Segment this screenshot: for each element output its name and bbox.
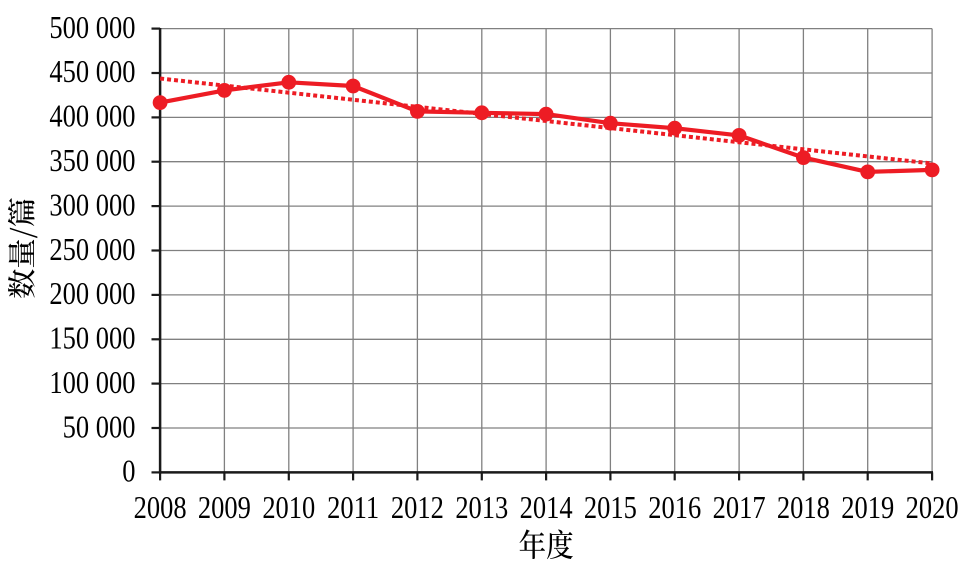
svg-text:2013: 2013 — [455, 491, 508, 526]
svg-text:2020: 2020 — [906, 491, 959, 526]
svg-text:0: 0 — [122, 455, 135, 490]
svg-text:200 000: 200 000 — [49, 277, 135, 312]
svg-text:2018: 2018 — [777, 491, 830, 526]
svg-text:300 000: 300 000 — [49, 188, 135, 223]
svg-text:2012: 2012 — [391, 491, 444, 526]
svg-text:150 000: 150 000 — [49, 321, 135, 356]
svg-text:2017: 2017 — [713, 491, 766, 526]
svg-text:2014: 2014 — [520, 491, 573, 526]
svg-text:2016: 2016 — [648, 491, 701, 526]
svg-text:400 000: 400 000 — [49, 100, 135, 135]
svg-text:2019: 2019 — [841, 491, 894, 526]
svg-text:450 000: 450 000 — [49, 55, 135, 90]
svg-text:2010: 2010 — [262, 491, 315, 526]
svg-text:500 000: 500 000 — [49, 11, 135, 46]
svg-text:100 000: 100 000 — [49, 366, 135, 401]
svg-text:2011: 2011 — [327, 491, 379, 526]
svg-text:350 000: 350 000 — [49, 144, 135, 179]
svg-text:2015: 2015 — [584, 491, 637, 526]
svg-text:2009: 2009 — [198, 491, 251, 526]
svg-text:50 000: 50 000 — [63, 410, 136, 445]
svg-text:250 000: 250 000 — [49, 233, 135, 268]
svg-text:2008: 2008 — [134, 491, 187, 526]
